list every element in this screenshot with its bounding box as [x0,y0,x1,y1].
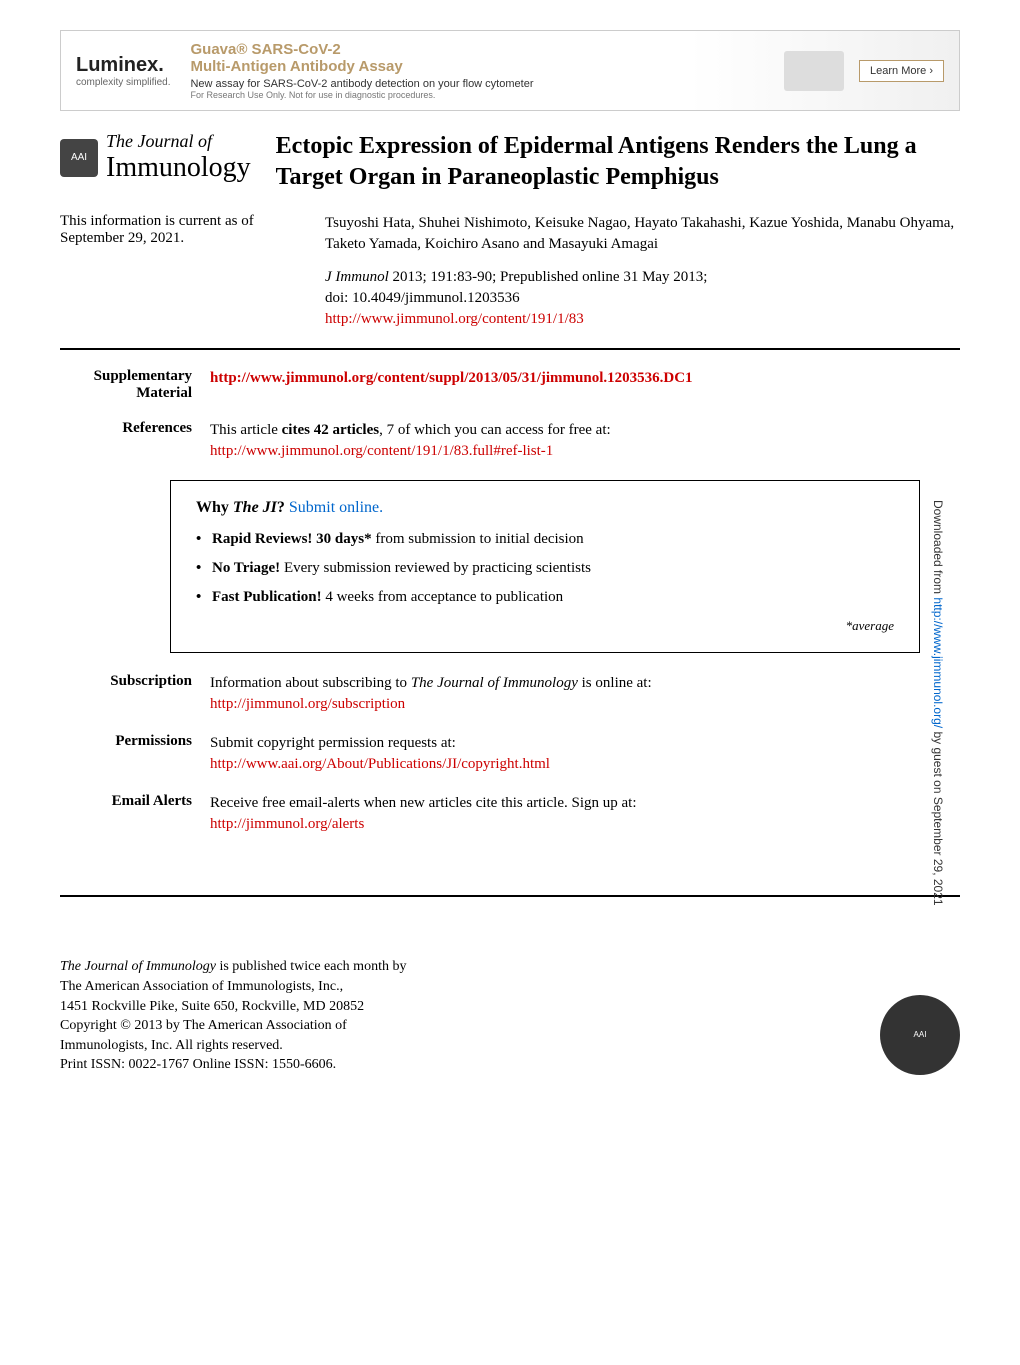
average-note: *average [196,618,894,634]
ad-center: Guava® SARS-CoV-2 Multi-Antigen Antibody… [190,41,769,100]
subscription-label: Subscription [60,673,210,715]
references-label: References [60,420,210,462]
footer-line1-italic: The Journal of Immunology [60,959,216,974]
meta-right: Tsuyoshi Hata, Shuhei Nishimoto, Keisuke… [325,213,960,330]
references-link[interactable]: http://www.jimmunol.org/content/191/1/83… [210,443,553,459]
subscription-content: Information about subscribing to The Jou… [210,673,960,715]
subscription-link[interactable]: http://jimmunol.org/subscription [210,696,405,712]
references-bold: cites 42 articles [282,422,379,438]
subscription-section: Subscription Information about subscribi… [60,673,960,715]
footer-line2: The American Association of Immunologist… [60,979,343,994]
journal-name-top: The Journal of [106,131,251,152]
why-title: Why The JI? Submit online. [196,499,894,517]
footer-line3: 1451 Rockville Pike, Suite 650, Rockvill… [60,999,364,1014]
article-title: Ectopic Expression of Epidermal Antigens… [276,131,960,193]
journal-logo[interactable]: AAI The Journal of Immunology [60,131,251,184]
subscription-prefix: Information about subscribing to [210,675,411,691]
ad-product-image [784,51,844,91]
citation: J Immunol 2013; 191:83-90; Prepublished … [325,267,960,288]
why-item-1-bold: Rapid Reviews! 30 days* [212,531,372,547]
aai-seal-icon: AAI [880,995,960,1075]
why-prefix: Why [196,499,233,516]
citation-text: 2013; 191:83-90; Prepublished online 31 … [389,269,708,285]
journal-name: The Journal of Immunology [106,131,251,184]
why-submit-link[interactable]: Submit online. [289,499,383,516]
supplementary-section: Supplementary Material http://www.jimmun… [60,368,960,402]
divider-2 [60,895,960,897]
why-item-1-rest: from submission to initial decision [372,531,584,547]
authors: Tsuyoshi Hata, Shuhei Nishimoto, Keisuke… [325,213,960,255]
ad-logo: Luminex. complexity simplified. [76,54,170,88]
subscription-italic: The Journal of Immunology [411,675,578,691]
footer-line6: Print ISSN: 0022-1767 Online ISSN: 1550-… [60,1057,336,1072]
footer-text: The Journal of Immunology is published t… [60,957,880,1075]
ad-title-2: Multi-Antigen Antibody Assay [190,58,769,75]
subscription-suffix: is online at: [578,675,652,691]
supplementary-content: http://www.jimmunol.org/content/suppl/20… [210,368,960,402]
side-link[interactable]: http://www.jimmunol.org/ [931,597,945,728]
meta-row: This information is current as of Septem… [60,213,960,330]
references-prefix: This article [210,422,282,438]
permissions-section: Permissions Submit copyright permission … [60,733,960,775]
why-item-3-bold: Fast Publication! [212,589,322,605]
side-download-text: Downloaded from http://www.jimmunol.org/… [931,500,945,906]
ad-title-1: Guava® SARS-CoV-2 [190,41,769,58]
why-suffix: ? [277,499,289,516]
ad-learn-more-button[interactable]: Learn More › [859,60,944,82]
ad-note: For Research Use Only. Not for use in di… [190,90,769,100]
why-list: Rapid Reviews! 30 days* from submission … [196,531,894,606]
side-suffix: by guest on September 29, 2021 [931,728,945,905]
footer-row: The Journal of Immunology is published t… [60,957,960,1075]
references-section: References This article cites 42 article… [60,420,960,462]
journal-name-bottom: Immunology [106,152,251,184]
footer-line5: Immunologists, Inc. All rights reserved. [60,1038,283,1053]
references-content: This article cites 42 articles, 7 of whi… [210,420,960,462]
supplementary-link[interactable]: http://www.jimmunol.org/content/suppl/20… [210,370,693,386]
permissions-label: Permissions [60,733,210,775]
why-italic: The JI [233,499,277,516]
article-url-link[interactable]: http://www.jimmunol.org/content/191/1/83 [325,311,584,327]
why-item-2: No Triage! Every submission reviewed by … [196,560,894,577]
why-item-3: Fast Publication! 4 weeks from acceptanc… [196,589,894,606]
current-as-of: This information is current as of Septem… [60,213,325,330]
footer-line4: Copyright © 2013 by The American Associa… [60,1018,347,1033]
supplementary-label: Supplementary Material [60,368,210,402]
email-link[interactable]: http://jimmunol.org/alerts [210,816,364,832]
footer-line1-rest: is published twice each month by [216,959,407,974]
ad-banner[interactable]: Luminex. complexity simplified. Guava® S… [60,30,960,111]
permissions-text: Submit copyright permission requests at: [210,735,456,751]
email-label: Email Alerts [60,793,210,835]
header-row: AAI The Journal of Immunology Ectopic Ex… [60,131,960,193]
references-suffix: , 7 of which you can access for free at: [379,422,611,438]
email-section: Email Alerts Receive free email-alerts w… [60,793,960,835]
why-box: Why The JI? Submit online. Rapid Reviews… [170,480,920,653]
ad-logo-main: Luminex. [76,54,170,77]
divider-1 [60,348,960,350]
email-text: Receive free email-alerts when new artic… [210,795,637,811]
aai-badge-icon: AAI [60,139,98,177]
citation-journal: J Immunol [325,269,389,285]
why-item-3-rest: 4 weeks from acceptance to publication [322,589,564,605]
ad-logo-sub: complexity simplified. [76,77,170,88]
doi: doi: 10.4049/jimmunol.1203536 [325,288,960,309]
permissions-link[interactable]: http://www.aai.org/About/Publications/JI… [210,756,550,772]
permissions-content: Submit copyright permission requests at:… [210,733,960,775]
email-content: Receive free email-alerts when new artic… [210,793,960,835]
why-item-2-rest: Every submission reviewed by practicing … [280,560,591,576]
why-item-2-bold: No Triage! [212,560,280,576]
ad-desc: New assay for SARS-CoV-2 antibody detect… [190,78,769,90]
why-item-1: Rapid Reviews! 30 days* from submission … [196,531,894,548]
side-prefix: Downloaded from [931,500,945,597]
